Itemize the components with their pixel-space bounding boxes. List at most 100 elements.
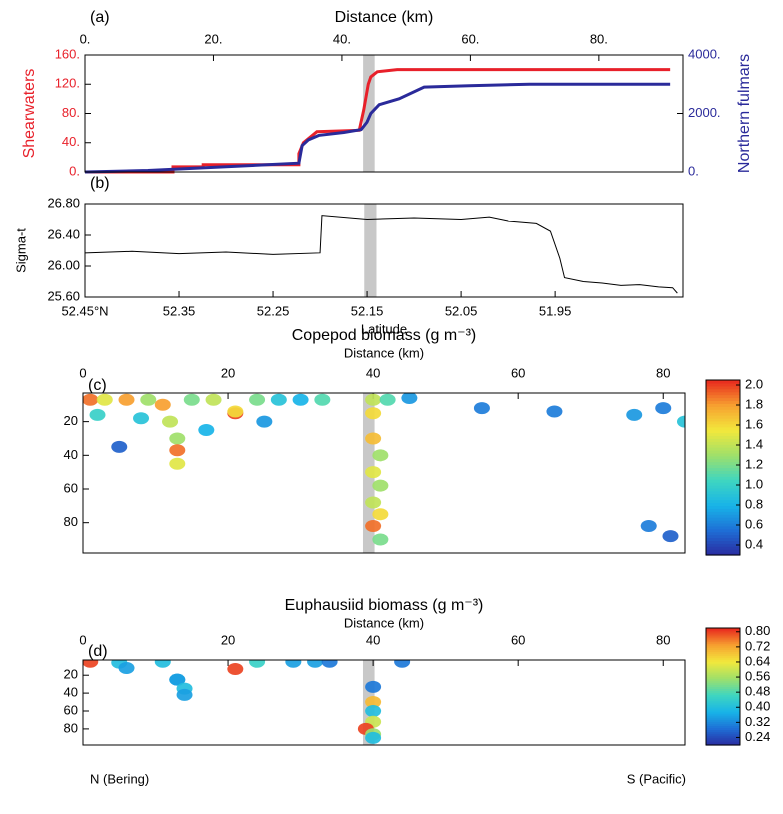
colorbar-tick-label: 1.0 bbox=[745, 476, 763, 491]
colorbar-step bbox=[706, 479, 740, 483]
colorbar-step bbox=[706, 543, 740, 547]
x-tick-label: 80. bbox=[590, 31, 608, 46]
y2-tick-label: 0. bbox=[688, 163, 699, 178]
colorbar-step bbox=[706, 643, 740, 647]
colorbar-step bbox=[706, 420, 740, 425]
colorbar-step bbox=[706, 514, 740, 518]
colorbar-step bbox=[706, 540, 740, 544]
colorbar-step bbox=[706, 403, 740, 407]
colorbar-step bbox=[706, 423, 740, 428]
x-axis-label: Distance (km) bbox=[335, 9, 434, 26]
colorbar-step bbox=[706, 715, 740, 719]
heat-blob bbox=[198, 424, 215, 437]
heat-blob bbox=[372, 533, 389, 546]
heat-blob bbox=[546, 405, 563, 418]
heat-blob bbox=[365, 696, 382, 709]
colorbar-step bbox=[706, 721, 740, 725]
colorbar-step bbox=[706, 651, 740, 654]
x-tick-label: 52.15 bbox=[351, 303, 384, 318]
colorbar-step bbox=[706, 682, 740, 686]
colorbar-step bbox=[706, 517, 740, 521]
y-tick-label: 120. bbox=[55, 76, 80, 91]
colorbar-tick-label: 2.0 bbox=[745, 376, 763, 391]
colorbar-step bbox=[706, 470, 740, 474]
colorbar-step bbox=[706, 645, 740, 649]
colorbar-step bbox=[706, 707, 740, 711]
colorbar-step bbox=[706, 665, 740, 668]
colorbar-step bbox=[706, 688, 740, 691]
colorbar-step bbox=[706, 502, 740, 507]
colorbar-tick-label: 0.80 bbox=[745, 623, 770, 638]
footer-left: N (Bering) bbox=[90, 771, 149, 786]
colorbar-tick-label: 0.40 bbox=[745, 699, 770, 714]
colorbar-step bbox=[706, 672, 740, 676]
colorbar-step bbox=[706, 628, 740, 631]
colorbar-step bbox=[706, 380, 740, 384]
colorbar-step bbox=[706, 508, 740, 512]
chart-title: Euphausiid biomass (g m⁻³) bbox=[285, 597, 484, 614]
colorbar-step bbox=[706, 505, 740, 509]
heat-blob bbox=[372, 449, 389, 462]
colorbar-step bbox=[706, 678, 740, 682]
colorbar-step bbox=[706, 388, 740, 393]
y-tick-label: 25.60 bbox=[47, 288, 80, 303]
colorbar-step bbox=[706, 668, 740, 672]
panel-label: (a) bbox=[90, 9, 110, 26]
colorbar-step bbox=[706, 641, 740, 645]
panel-label: (c) bbox=[88, 377, 107, 394]
heat-blob bbox=[118, 393, 135, 406]
colorbar-step bbox=[706, 631, 740, 635]
heat-blob bbox=[626, 408, 643, 421]
x-tick-label: 40. bbox=[333, 31, 351, 46]
colorbar-step bbox=[706, 464, 740, 469]
colorbar-step bbox=[706, 537, 740, 542]
y-tick-label: 80. bbox=[62, 105, 80, 120]
heat-blob bbox=[111, 440, 128, 453]
colorbar-frame bbox=[705, 627, 741, 746]
plot-frame bbox=[84, 54, 684, 173]
colorbar-step bbox=[706, 741, 740, 744]
y2-tick-label: 2000. bbox=[688, 105, 721, 120]
colorbar-step bbox=[706, 450, 740, 454]
colorbar-step bbox=[706, 455, 740, 460]
series-line bbox=[84, 215, 678, 294]
y-tick-label: 26.00 bbox=[47, 257, 80, 272]
heat-blob bbox=[365, 393, 382, 406]
colorbar-step bbox=[706, 657, 740, 660]
colorbar-step bbox=[706, 727, 740, 730]
heat-blob bbox=[655, 402, 672, 415]
heat-blob bbox=[365, 432, 382, 445]
colorbar-step bbox=[706, 493, 740, 498]
heat-blob bbox=[249, 393, 266, 406]
x-tick-label: 0. bbox=[80, 31, 91, 46]
heat-blob bbox=[169, 432, 186, 445]
colorbar-step bbox=[706, 473, 740, 477]
colorbar-step bbox=[706, 684, 740, 688]
x-axis-label: Latitude bbox=[361, 321, 407, 336]
heat-blob bbox=[379, 393, 396, 406]
x-tick-label: 80 bbox=[656, 365, 670, 380]
heat-blob bbox=[154, 660, 171, 668]
colorbar-step bbox=[706, 639, 740, 643]
series-line bbox=[85, 68, 671, 174]
footer-right: S (Pacific) bbox=[627, 771, 686, 786]
colorbar-step bbox=[706, 447, 740, 451]
heat-blob bbox=[285, 660, 302, 668]
colorbar-step bbox=[706, 635, 740, 639]
y-tick-label: 26.40 bbox=[47, 226, 80, 241]
y-axis-label: Sigma-t bbox=[13, 228, 28, 273]
colorbar-step bbox=[706, 485, 740, 489]
colorbar-step bbox=[706, 549, 740, 553]
colorbar-step bbox=[706, 674, 740, 678]
heat-blob bbox=[394, 660, 411, 668]
heat-blob bbox=[372, 508, 389, 521]
heat-blob bbox=[205, 393, 222, 406]
y-tick-label: 20 bbox=[64, 413, 78, 428]
colorbar-step bbox=[706, 704, 740, 707]
colorbar-step bbox=[706, 496, 740, 501]
colorbar-tick-label: 0.8 bbox=[745, 496, 763, 511]
y-tick-label: 80 bbox=[64, 720, 78, 735]
heat-blob bbox=[83, 393, 99, 406]
colorbar-step bbox=[706, 487, 740, 492]
colorbar-step bbox=[706, 706, 740, 709]
